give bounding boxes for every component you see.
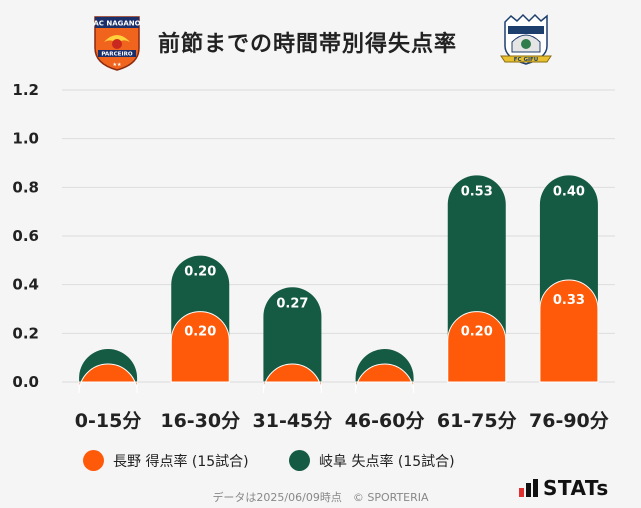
data-label-nagano: 0.20 (461, 325, 493, 340)
data-label-nagano: 0.33 (553, 293, 585, 308)
bar-nagano (355, 363, 415, 394)
stats-bars-icon (519, 479, 538, 497)
y-tick-label: 1.0 (12, 130, 39, 148)
bar-nagano (170, 311, 230, 383)
nagano-logo-bottom-text: PARCEIRO (101, 52, 133, 58)
y-tick-label: 0.0 (12, 373, 39, 391)
data-label-gifu: 0.40 (553, 184, 585, 199)
data-label-nagano: 0.20 (184, 325, 216, 340)
data-label-gifu: 0.20 (184, 265, 216, 280)
stats-brand-text: STATs (543, 476, 609, 500)
y-tick-label: 0.2 (12, 324, 39, 342)
svg-text:★★: ★★ (113, 62, 122, 68)
legend-swatch-orange (83, 450, 104, 471)
bar-nagano (78, 363, 138, 394)
chart-title: 前節までの時間帯別得失点率 (158, 32, 458, 57)
y-tick-label: 0.4 (12, 276, 39, 294)
legend-label: 長野 得点率 (15試合) (113, 453, 249, 470)
legend-item-nagano: 長野 得点率 (15試合) (83, 450, 249, 471)
nagano-logo-top-text: AC NAGANO (93, 20, 140, 28)
gifu-logo-text: FC GIFU (514, 57, 539, 63)
stats-brand: STATs (519, 476, 609, 500)
gifu-logo: FC GIFU (497, 12, 555, 76)
y-tick-label: 0.6 (12, 227, 39, 245)
bar-nagano (539, 279, 599, 383)
legend-label: 岐阜 失点率 (15試合) (319, 453, 455, 470)
x-tick-label: 61-75分 (437, 410, 517, 432)
y-tick-label: 0.8 (12, 178, 39, 196)
x-tick-label: 46-60分 (345, 410, 425, 432)
x-tick-label: 76-90分 (529, 410, 609, 432)
legend-item-gifu: 岐阜 失点率 (15試合) (289, 450, 455, 471)
footer-note: データは2025/06/09時点 © SPORTERIA (212, 491, 429, 504)
legend-swatch-green (289, 450, 310, 471)
nagano-logo: AC NAGANO PARCEIRO ★★ (92, 14, 142, 76)
x-tick-label: 31-45分 (253, 410, 333, 432)
bar-nagano (447, 311, 507, 383)
bar-nagano (262, 363, 322, 394)
data-label-gifu: 0.27 (276, 296, 308, 311)
x-tick-label: 16-30分 (160, 410, 240, 432)
bar-chart: 0.0 0.2 0.4 0.6 0.8 1.0 1.2 0-15分 0.20 0.20 16-30分… (12, 81, 615, 432)
bar-gifu (263, 287, 322, 382)
y-tick-label: 1.2 (12, 81, 39, 99)
x-tick-label: 0-15分 (75, 410, 142, 432)
data-label-gifu: 0.53 (461, 184, 493, 199)
